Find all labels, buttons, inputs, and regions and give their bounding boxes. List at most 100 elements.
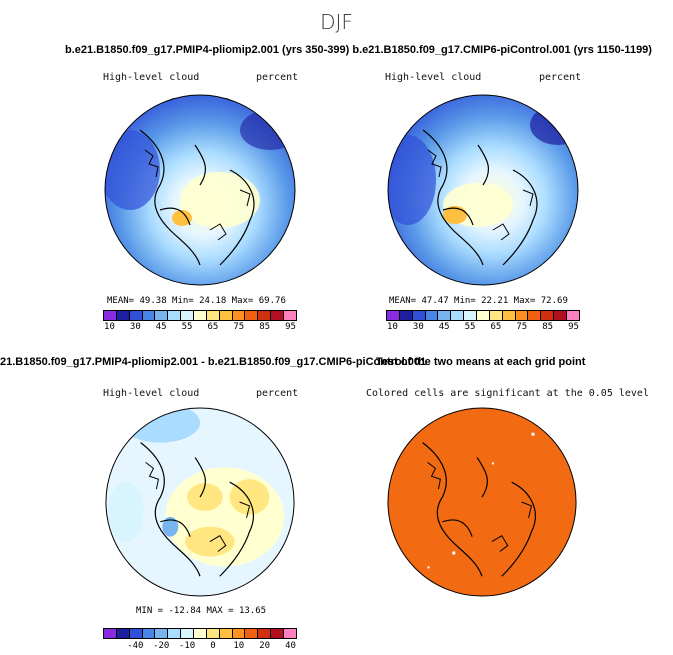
p3-polar-map [105,407,295,597]
p3-colorbar-cell [181,629,195,638]
p2-max-value: 72.69 [540,296,568,306]
p2-min-value: 22.21 [481,296,509,306]
p3-colorbar-cell [194,629,207,638]
p2-polar-map [387,94,579,286]
p2-colorbar-cell [502,311,516,320]
p2-units-label: percent [539,72,582,83]
p3-colorbar-cell [284,629,296,638]
top-panels-title: b.e21.B1850.f09_g17.PMIP4-pliomip2.001 (… [65,44,652,56]
p2-colorbar-cell [489,311,503,320]
p3-colorbar [103,628,297,639]
p2-colorbar-tick-label: 45 [438,322,450,332]
p1-colorbar-cell [271,311,285,320]
p3-colorbar-cell [206,629,220,638]
p3-colorbar-labels: -40 -20 -10 0 10 20 40 [103,641,297,653]
p2-colorbar-cell [515,311,529,320]
p1-colorbar-cell [116,311,130,320]
p1-colorbar-tick-label: 85 [259,322,271,332]
p1-colorbar-tick-label: 75 [233,322,245,332]
p2-mean-label: MEAN= [389,296,417,306]
p2-max-label: Max= [513,296,536,306]
p1-colorbar-cell [219,311,233,320]
p2-colorbar-cell [399,311,413,320]
p1-colorbar-tick-label: 30 [129,322,141,332]
figure-title: DJF [320,10,353,34]
p3-colorbar-cell [116,629,130,638]
p3-colorbar-tick-label: -40 [127,641,144,651]
p2-colorbar-cell [387,311,400,320]
p3-colorbar-tick-label: 0 [210,641,216,651]
p2-colorbar [386,310,580,321]
p2-variable-label: High-level cloud [385,72,482,83]
p3-colorbar-tick-label: -10 [178,641,196,651]
p2-colorbar-tick-label: 85 [542,322,554,332]
p3-colorbar-tick-label: 20 [259,641,271,651]
p3-variable-label: High-level cloud [103,388,200,399]
p2-colorbar-tick-label: 65 [490,322,502,332]
p2-colorbar-cell [477,311,490,320]
p1-mean-value: 49.38 [139,296,167,306]
p1-colorbar-tick-label: 95 [285,322,296,332]
p1-colorbar-cell [258,311,272,320]
p2-colorbar-cell [464,311,478,320]
p1-colorbar-tick-label: 45 [155,322,167,332]
p2-colorbar-cell [541,311,555,320]
p3-colorbar-tick-label: 10 [233,641,245,651]
p2-colorbar-cell [438,311,452,320]
p2-min-label: Min= [454,296,476,306]
p3-colorbar-cell [168,629,182,638]
p3-colorbar-cell [271,629,285,638]
p3-stats: MIN = -12.84 MAX = 13.65 [136,606,266,616]
p2-colorbar-cell [554,311,568,320]
p3-colorbar-cell [232,629,246,638]
p1-min-label: Min= [172,296,194,306]
p2-colorbar-tick-label: 95 [568,322,579,332]
p1-colorbar-labels: 10 30 45 55 65 75 85 95 [103,322,297,334]
p2-colorbar-cell [425,311,439,320]
p1-colorbar-cell [206,311,220,320]
p1-polar-map [104,94,296,286]
p3-max-value: 13.65 [238,606,267,616]
p3-max-label: MAX = [206,606,234,616]
p1-max-label: Max= [231,296,254,306]
p2-mean-value: 47.47 [421,296,449,306]
p3-colorbar-cell [142,629,156,638]
p3-min-label: MIN = [136,606,164,616]
bottom-right-title: Test of the two means at each grid point [376,356,586,368]
p2-stats: MEAN= 47.47 Min= 22.21 Max= 72.69 [389,296,568,306]
p1-colorbar-cell [129,311,143,320]
p3-colorbar-cell [104,629,117,638]
p2-colorbar-cell [567,311,579,320]
p1-colorbar-cell [168,311,182,320]
p3-units-label: percent [256,388,299,399]
p3-colorbar-tick-label: -20 [153,641,170,651]
p1-colorbar-cell [181,311,195,320]
p1-colorbar-tick-label: 55 [181,322,193,332]
p3-colorbar-cell [155,629,169,638]
p2-colorbar-cell [528,311,542,320]
p3-colorbar-cell [245,629,259,638]
p3-colorbar-cell [129,629,143,638]
p1-colorbar-cell [155,311,169,320]
p3-min-value: -12.84 [168,606,202,616]
p1-mean-label: MEAN= [107,296,135,306]
p3-colorbar-cell [258,629,272,638]
p1-colorbar-cell [142,311,156,320]
p4-caption: Colored cells are significant at the 0.0… [366,388,649,399]
p1-stats: MEAN= 49.38 Min= 24.18 Max= 69.76 [107,296,286,306]
p1-variable-label: High-level cloud [103,72,200,83]
p1-colorbar-tick-label: 10 [104,322,115,332]
p1-colorbar-cell [194,311,207,320]
p2-colorbar-tick-label: 55 [464,322,476,332]
p1-colorbar-cell [104,311,117,320]
p2-colorbar-labels: 10 30 45 55 65 75 85 95 [386,322,580,334]
p1-colorbar-tick-label: 65 [207,322,219,332]
p3-colorbar-tick-label: 40 [285,641,296,651]
bottom-left-title: 21.B1850.f09_g17.PMIP4-pliomip2.001 - b.… [0,356,427,368]
p3-colorbar-cell [219,629,233,638]
p1-colorbar-cell [245,311,259,320]
p1-max-value: 69.76 [258,296,286,306]
p2-colorbar-cell [412,311,426,320]
p1-min-value: 24.18 [199,296,227,306]
p2-colorbar-tick-label: 10 [387,322,398,332]
